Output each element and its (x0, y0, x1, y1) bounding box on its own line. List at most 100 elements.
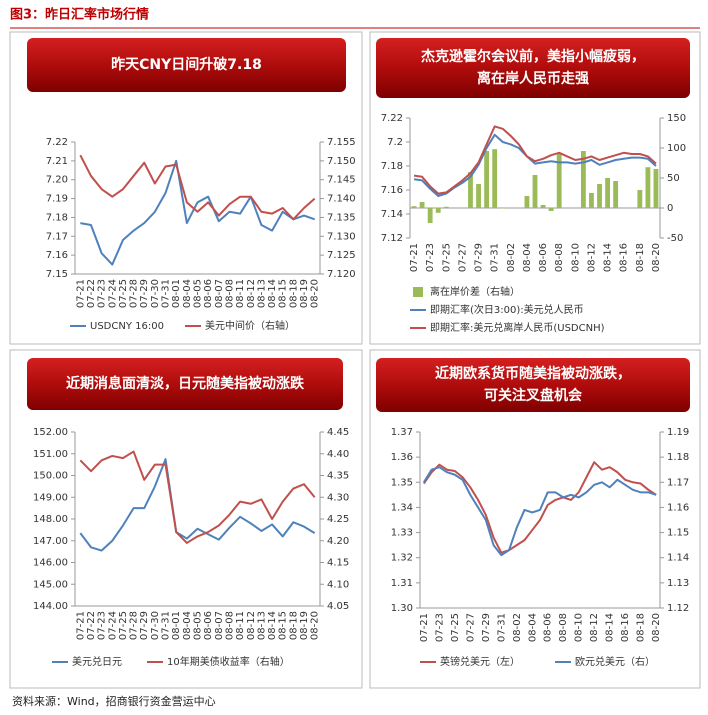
y2-tick-label: 1.13 (667, 578, 689, 589)
bar (492, 149, 498, 208)
y2-tick-label: 4.45 (327, 427, 349, 438)
x-tick-label: 07-29 (474, 243, 485, 272)
y2-tick-label: 1.15 (667, 528, 689, 539)
x-tick-label: 08-20 (310, 611, 321, 640)
y2-tick-label: 100 (667, 143, 686, 154)
x-tick-label: 07-27 (465, 613, 476, 642)
y2-tick-label: 7.125 (327, 250, 356, 261)
x-tick-label: 08-12 (246, 279, 257, 308)
x-tick-label: 07-21 (75, 611, 86, 640)
bar (435, 208, 441, 213)
x-tick-label: 08-01 (171, 279, 182, 308)
y2-tick-label: 4.30 (327, 492, 349, 503)
x-tick-label: 07-31 (496, 613, 507, 642)
y2-tick-label: 1.19 (667, 427, 689, 438)
x-tick-label: 08-15 (278, 611, 289, 640)
y2-tick-label: 0 (667, 203, 673, 214)
header-banner (376, 358, 690, 412)
panel-title: 近期消息面清淡，日元随美指被动涨跌 (66, 375, 305, 392)
y-tick-label: 152.00 (33, 427, 68, 438)
x-tick-label: 07-21 (409, 243, 420, 272)
y2-tick-label: 7.155 (327, 137, 356, 148)
y-tick-label: 144.00 (33, 601, 68, 612)
y2-tick-label: 4.25 (327, 514, 349, 525)
x-tick-label: 08-06 (543, 613, 554, 642)
y-tick-label: 1.34 (391, 502, 413, 513)
x-tick-label: 08-08 (554, 243, 565, 272)
x-tick-label: 08-18 (288, 611, 299, 640)
bar (580, 151, 586, 208)
y-tick-label: 151.00 (33, 449, 68, 460)
x-tick-label: 08-05 (193, 611, 204, 640)
line (423, 466, 657, 557)
x-tick-label: 07-22 (86, 279, 97, 308)
panel-frame (369, 31, 701, 345)
x-tick-label: 07-21 (75, 279, 86, 308)
x-tick-label: 08-16 (620, 613, 631, 642)
x-tick-label: 08-04 (522, 243, 533, 272)
x-tick-label: 08-20 (651, 613, 662, 642)
line (79, 458, 316, 552)
legend-label: 即期汇率(次日3:00):美元兑人民币 (430, 303, 584, 316)
y2-tick-label: 4.20 (327, 536, 349, 547)
x-tick-label: 08-11 (235, 279, 246, 308)
x-tick-label: 08-15 (278, 279, 289, 308)
x-tick-label: 07-27 (457, 243, 468, 272)
bar (540, 205, 546, 208)
panel-frame (9, 349, 363, 689)
x-tick-label: 07-31 (161, 279, 172, 308)
y-tick-label: 1.37 (391, 427, 413, 438)
x-tick-label: 07-21 (419, 613, 430, 642)
y-tick-label: 7.22 (381, 113, 403, 124)
legend-label: 离在岸价差（右轴） (430, 285, 520, 298)
bar (613, 181, 619, 208)
panel-title: 离在岸人民币走强 (477, 70, 589, 87)
x-tick-label: 08-01 (171, 611, 182, 640)
bar (500, 208, 506, 209)
y2-tick-label: 7.140 (327, 194, 356, 205)
bar (443, 206, 449, 208)
y2-tick-label: 4.15 (327, 558, 349, 569)
legend-label: 10年期美债收益率（右轴） (167, 655, 290, 668)
x-tick-label: 07-25 (118, 279, 129, 308)
x-tick-label: 08-18 (635, 243, 646, 272)
y2-tick-label: 1.18 (667, 452, 689, 463)
legend-label: 英镑兑美元（左） (440, 655, 520, 668)
x-tick-label: 08-20 (651, 243, 662, 272)
y-tick-label: 1.36 (391, 452, 413, 463)
y-tick-label: 1.33 (391, 528, 413, 539)
y-tick-label: 7.14 (381, 209, 403, 220)
bar (589, 193, 594, 208)
y-tick-label: 7.21 (46, 156, 68, 167)
legend-label: 即期汇率:美元兑离岸人民币(USDCNH) (430, 321, 605, 334)
y2-tick-label: 4.10 (327, 579, 349, 590)
x-tick-label: 07-23 (97, 611, 108, 640)
x-tick-label: 08-16 (619, 243, 630, 272)
y2-tick-label: 7.130 (327, 231, 356, 242)
y-tick-label: 147.00 (33, 536, 68, 547)
bar (645, 167, 651, 208)
y-tick-label: 1.32 (391, 553, 413, 564)
x-tick-label: 08-14 (603, 243, 614, 272)
x-tick-label: 08-08 (224, 279, 235, 308)
x-tick-label: 08-18 (636, 613, 647, 642)
x-tick-label: 08-06 (538, 243, 549, 272)
bar (484, 151, 490, 208)
panel-title: 近期欧系货币随美指被动涨跌， (435, 365, 631, 382)
x-tick-label: 08-02 (512, 613, 523, 642)
x-tick-label: 08-10 (574, 613, 585, 642)
x-tick-label: 08-12 (246, 611, 257, 640)
y-tick-label: 148.00 (33, 514, 68, 525)
x-tick-label: 08-04 (182, 279, 193, 308)
x-tick-label: 07-28 (129, 611, 140, 640)
bar (548, 208, 554, 211)
y-tick-label: 7.22 (46, 137, 68, 148)
x-tick-label: 07-23 (97, 279, 108, 308)
x-tick-label: 07-31 (161, 611, 172, 640)
source-note: 资料来源：Wind，招商银行资金营运中心 (12, 694, 216, 708)
y2-tick-label: 4.35 (327, 471, 349, 482)
y2-tick-label: 1.12 (667, 603, 689, 614)
panel-frame (369, 349, 701, 689)
x-tick-label: 07-25 (450, 613, 461, 642)
x-tick-label: 08-06 (203, 279, 214, 308)
